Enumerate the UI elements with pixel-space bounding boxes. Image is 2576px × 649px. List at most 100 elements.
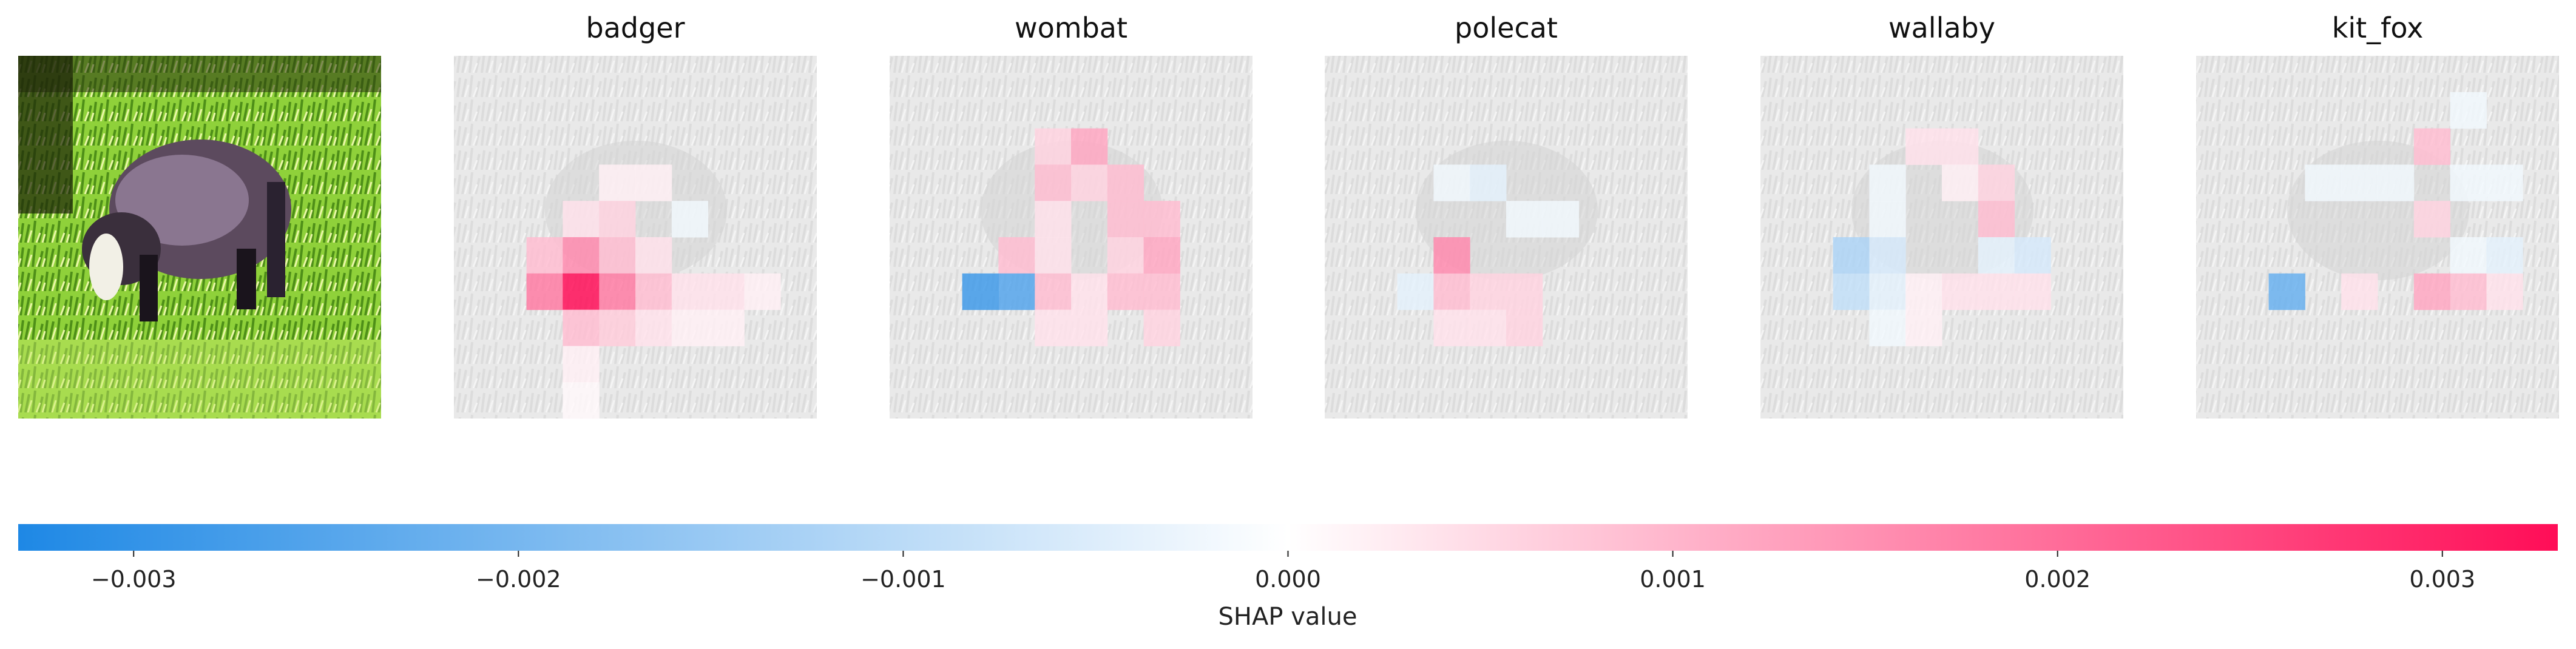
colorbar: −0.003 −0.002 −0.001 0.000 0.001 0.002 0.003 S… <box>18 524 2558 631</box>
colorbar-tick-label: −0.003 <box>91 566 177 593</box>
colorbar-gradient <box>18 524 2558 551</box>
shap-cell <box>1107 164 1144 201</box>
shap-cell <box>708 309 745 346</box>
shap-cell <box>671 273 709 311</box>
shap-cell <box>599 201 636 238</box>
shap-cell <box>1035 201 1072 238</box>
shap-cell <box>1905 273 1942 311</box>
shap-cell <box>1433 309 1470 346</box>
shap-cell <box>1107 237 1144 274</box>
shap-cell <box>708 273 745 311</box>
shap-cell <box>1470 309 1507 346</box>
shap-cell <box>1542 201 1580 238</box>
shap-cell <box>1143 237 1180 274</box>
colorbar-tick-label: 0.000 <box>1255 566 1321 593</box>
shap-cell <box>563 237 600 274</box>
shap-cell <box>2486 237 2523 274</box>
shap-cell <box>998 237 1035 274</box>
shap-cell <box>1143 201 1180 238</box>
colorbar-label: SHAP value <box>1219 603 1357 631</box>
shap-cell <box>1143 273 1180 311</box>
shap-panel-polecat: polecat <box>1325 12 1688 419</box>
shap-cell <box>1107 273 1144 311</box>
shap-cell <box>2486 273 2523 311</box>
shap-cell <box>1433 237 1470 274</box>
shap-cell <box>671 201 709 238</box>
shap-cell <box>744 273 781 311</box>
shap-cell <box>1978 273 2015 311</box>
shap-cell <box>1905 128 1942 165</box>
shap-cell <box>1869 164 1906 201</box>
shap-cell <box>2341 273 2378 311</box>
shap-cell <box>1035 273 1072 311</box>
shap-panel-kit_fox: kit_fox <box>2196 12 2559 419</box>
shap-cell <box>2450 164 2487 201</box>
shap-cell <box>1433 164 1470 201</box>
shap-cell <box>1071 273 1108 311</box>
shap-panel-wombat: wombat <box>890 12 1253 419</box>
shap-cell <box>2413 201 2451 238</box>
shap-cell <box>563 346 600 383</box>
colorbar-tick-label: 0.003 <box>2409 566 2475 593</box>
shap-cell <box>2413 128 2451 165</box>
shap-cell <box>671 309 709 346</box>
shap-cell <box>599 273 636 311</box>
shap-cell <box>1035 309 1072 346</box>
shap-cell <box>2378 164 2415 201</box>
colorbar-tick-label: −0.002 <box>476 566 561 593</box>
shap-cell <box>1035 237 1072 274</box>
shap-cell <box>2450 273 2487 311</box>
shap-cell <box>1978 164 2015 201</box>
panel-title: badger <box>586 12 685 44</box>
shap-cell <box>635 273 672 311</box>
shap-cell <box>2014 273 2051 311</box>
shap-panel-wallaby: wallaby <box>1760 12 2123 419</box>
shap-cell <box>1071 309 1108 346</box>
colorbar-tick-label: 0.001 <box>1640 566 1706 593</box>
shap-cell <box>1506 309 1543 346</box>
shap-cell <box>962 273 999 311</box>
shap-cell <box>2450 92 2487 129</box>
shap-cell <box>1978 237 2015 274</box>
shap-cell <box>1942 128 1979 165</box>
shap-cell <box>1942 164 1979 201</box>
shap-cell <box>1470 273 1507 311</box>
shap-cell <box>1869 309 1906 346</box>
shap-cell <box>2413 273 2451 311</box>
shap-cell <box>1035 128 1072 165</box>
shap-cell <box>1869 237 1906 274</box>
shap-cell <box>599 309 636 346</box>
original-image <box>18 56 381 419</box>
shap-cell <box>1143 309 1180 346</box>
shap-cell <box>635 309 672 346</box>
shap-panel-badger: badger <box>454 12 817 419</box>
shap-cell <box>2486 164 2523 201</box>
shap-cell <box>1107 201 1144 238</box>
shap-cell <box>563 309 600 346</box>
shap-cell <box>1071 128 1108 165</box>
shap-cell <box>599 237 636 274</box>
shap-cell <box>2341 164 2378 201</box>
shap-cell <box>1506 201 1543 238</box>
shap-cell <box>998 273 1035 311</box>
shap-cell <box>1071 164 1108 201</box>
shap-cell <box>563 382 600 419</box>
shap-cell <box>1978 201 2015 238</box>
shap-cell <box>1869 273 1906 311</box>
shap-cell <box>1869 201 1906 238</box>
shap-cell <box>2450 237 2487 274</box>
panel-title: wombat <box>1015 12 1127 44</box>
shap-cell <box>563 273 600 311</box>
panel-title: kit_fox <box>2332 12 2424 44</box>
panel-title: wallaby <box>1888 12 1995 44</box>
shap-cell <box>599 164 636 201</box>
colorbar-tick-label: −0.001 <box>860 566 946 593</box>
shap-cell <box>1942 273 1979 311</box>
shap-cell <box>526 237 563 274</box>
shap-cell <box>635 237 672 274</box>
shap-cell <box>1833 273 1870 311</box>
shap-cell <box>1397 273 1434 311</box>
shap-cell <box>526 273 563 311</box>
colorbar-tick-label: 0.002 <box>2024 566 2091 593</box>
